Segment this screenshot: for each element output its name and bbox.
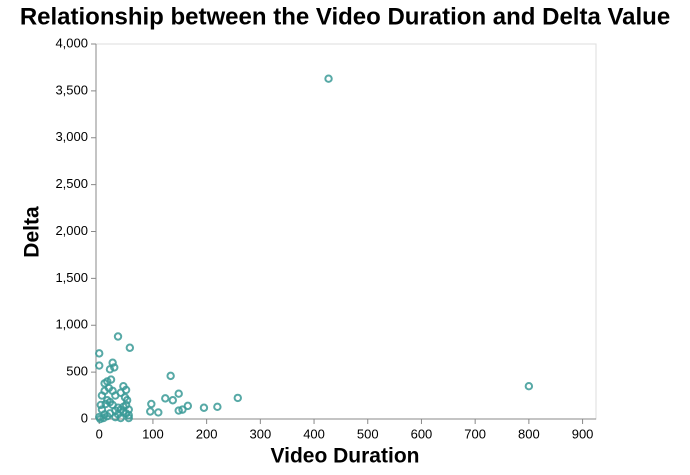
point [166,371,175,381]
point [108,358,117,367]
x-tick-label: 200 [196,426,218,441]
x-tick-label: 500 [357,426,379,441]
x-tick-label: 700 [464,426,486,441]
point [183,401,193,411]
point [95,349,104,358]
y-tick-label: 1,000 [55,317,88,332]
x-tick-label: 400 [303,426,325,441]
point [174,389,183,398]
point [147,399,156,409]
point [111,406,120,415]
point [124,413,133,423]
point [105,365,115,374]
y-tick-label: 4,000 [55,35,88,50]
x-tick-label: 100 [142,426,164,441]
point [178,405,187,414]
y-tick-label: 2,500 [55,176,88,191]
point [125,343,135,352]
point [96,400,106,410]
x-tick-label: 0 [96,426,103,441]
point [174,406,183,415]
x-tick-label: 600 [411,426,433,441]
y-tick-label: 0 [81,410,88,425]
point [113,332,123,341]
y-tick-label: 1,500 [55,270,88,285]
point [110,363,119,372]
point [97,391,107,400]
chart-title: Relationship between the Video Duration … [20,3,670,30]
point [233,393,242,403]
point [100,379,109,388]
point [124,405,133,414]
point [161,394,170,403]
x-tick-label: 900 [572,426,594,441]
point [101,399,110,409]
x-axis-title: Video Duration [271,445,420,468]
y-tick-label: 2,000 [55,223,88,238]
x-tick-label: 300 [249,426,271,441]
y-axis-title: Delta [21,206,44,258]
y-tick-label: 3,000 [55,129,88,144]
point [146,407,155,416]
point [120,393,130,402]
x-tick-label: 800 [518,426,540,441]
point [199,403,209,412]
y-tick-label: 500 [66,364,88,379]
plot-frame [95,43,597,420]
point [95,361,104,370]
point [104,383,114,393]
point [524,381,534,391]
y-tick-label: 3,500 [55,82,88,97]
point [106,375,116,384]
point [154,408,163,417]
point [168,396,177,405]
point [116,413,125,423]
point [213,402,222,412]
point [324,74,333,83]
